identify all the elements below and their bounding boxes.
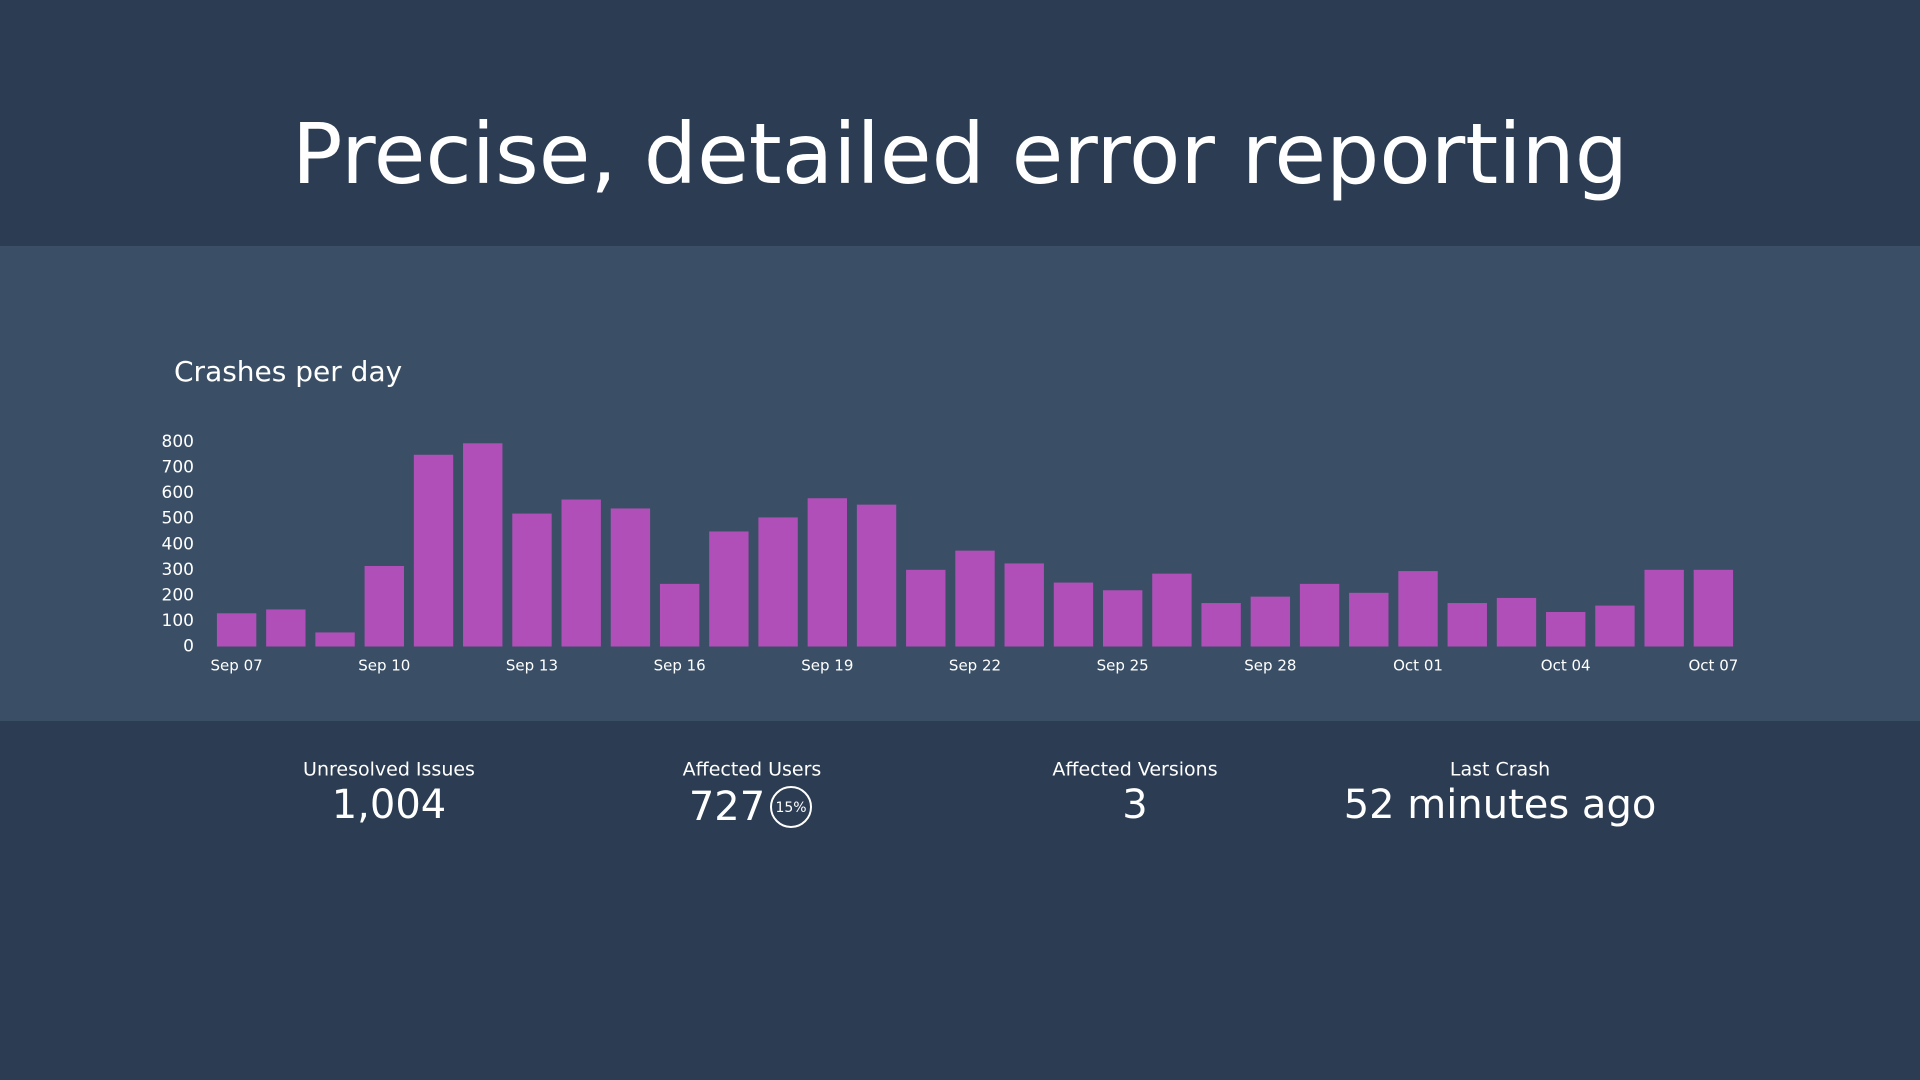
chart-band [0, 246, 1920, 721]
bar [1644, 569, 1684, 647]
x-tick-label: Sep 22 [949, 657, 1001, 675]
stat-label: Unresolved Issues [303, 759, 475, 781]
stat-value: 3 [1122, 782, 1147, 828]
stat-label: Affected Users [683, 759, 822, 781]
x-tick-label: Sep 28 [1244, 657, 1296, 675]
bar [1004, 563, 1044, 647]
y-tick-label: 800 [162, 432, 194, 452]
bar [512, 513, 552, 647]
bar [610, 508, 651, 647]
bar [364, 565, 404, 647]
bar [807, 498, 848, 647]
bar [1546, 611, 1586, 647]
x-tick-label: Sep 07 [211, 657, 263, 675]
bar [1053, 582, 1094, 647]
x-tick-label: Sep 19 [801, 657, 853, 675]
bar [709, 531, 749, 647]
x-tick-label: Oct 04 [1541, 657, 1591, 675]
stat-value: 727 [689, 784, 765, 830]
bar [315, 632, 355, 647]
bar [561, 499, 601, 647]
bar [906, 569, 946, 647]
y-tick-label: 300 [162, 560, 194, 580]
x-tick-label: Sep 13 [506, 657, 558, 675]
y-tick-label: 400 [162, 534, 194, 554]
x-tick-label: Sep 16 [654, 657, 706, 675]
stat-label: Affected Versions [1052, 759, 1217, 781]
bar [413, 454, 454, 647]
chart-title: Crashes per day [174, 355, 402, 388]
bar [1152, 573, 1192, 647]
badge-ring [770, 786, 812, 828]
bar [1595, 605, 1635, 647]
bar [463, 443, 503, 647]
y-tick-label: 0 [183, 637, 194, 657]
bar [1447, 603, 1487, 647]
y-tick-label: 100 [162, 611, 194, 631]
bar [216, 613, 257, 647]
bar [955, 550, 995, 647]
bar [1693, 569, 1734, 647]
y-tick-label: 700 [162, 458, 194, 478]
bar [1201, 603, 1241, 647]
bar [1299, 583, 1340, 647]
bar [1102, 590, 1143, 647]
bar [266, 609, 306, 647]
y-tick-label: 200 [162, 585, 194, 605]
bar [1496, 597, 1537, 647]
bar [1349, 592, 1389, 647]
stat-label: Last Crash [1450, 759, 1550, 781]
page-title: Precise, detailed error reporting [292, 105, 1628, 203]
bar [1398, 571, 1438, 647]
y-tick-label: 500 [162, 509, 194, 529]
x-tick-label: Sep 10 [358, 657, 410, 675]
x-tick-label: Sep 25 [1097, 657, 1149, 675]
x-tick-label: Oct 07 [1688, 657, 1738, 675]
header-band [0, 0, 1920, 246]
badge: 15% [775, 800, 806, 816]
stat-value: 1,004 [332, 782, 447, 828]
bar [856, 504, 897, 647]
bar [659, 583, 700, 647]
y-tick-label: 600 [162, 483, 194, 503]
bar [1250, 596, 1291, 647]
bar [758, 517, 798, 647]
x-tick-label: Oct 01 [1393, 657, 1443, 675]
stat-value: 52 minutes ago [1344, 782, 1657, 828]
